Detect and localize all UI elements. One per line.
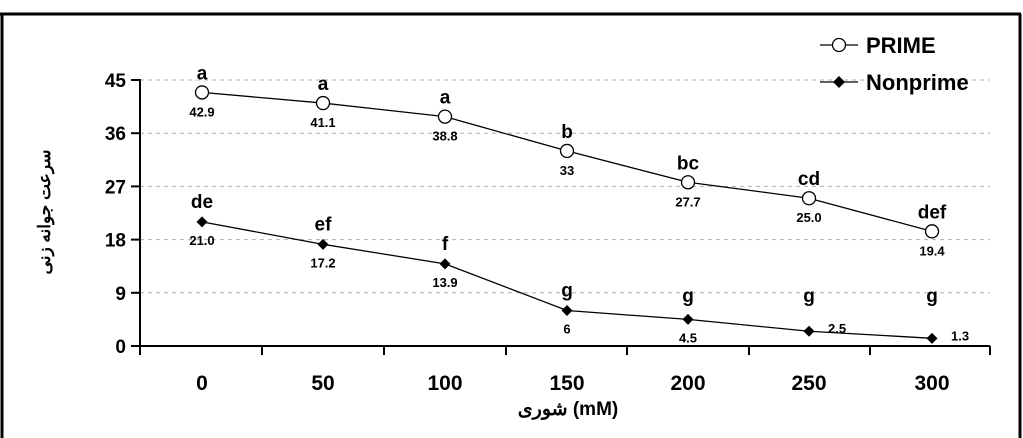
- legend-nonprime-label: Nonprime: [866, 70, 969, 95]
- nonprime-value-label-50: 17.2: [310, 255, 335, 270]
- prime-value-label-100: 38.8: [432, 129, 457, 144]
- y-tick-label-9: 9: [115, 284, 126, 305]
- x-tick-label-300: 300: [914, 372, 949, 395]
- axes: 0 9 18 27 36 45 0 50 100 150 200 250 300: [105, 71, 991, 395]
- nonprime-point-300: [926, 332, 938, 344]
- x-tick-label-200: 200: [670, 372, 705, 395]
- y-tick-label-36: 36: [105, 124, 126, 145]
- y-axis-label: سرعت جوانه زنی: [35, 150, 55, 275]
- prime-point-250: [801, 191, 817, 206]
- x-tick-label-50: 50: [311, 372, 334, 395]
- prime-value-label-300: 19.4: [919, 243, 945, 258]
- nonprime-letter-250: g: [803, 286, 815, 307]
- nonprime-point-250: [803, 325, 815, 337]
- prime-point-300: [924, 224, 940, 239]
- prime-letter-100: a: [440, 88, 451, 109]
- nonprime-letter-100: f: [442, 234, 449, 255]
- nonprime-point-0: [196, 216, 208, 228]
- nonprime-letter-50: ef: [315, 214, 333, 235]
- prime-value-label-50: 41.1: [310, 115, 335, 130]
- nonprime-point-150: [561, 305, 573, 317]
- y-tick-label-45: 45: [105, 71, 127, 92]
- x-tick-label-250: 250: [791, 372, 826, 395]
- x-tick-label-150: 150: [549, 372, 584, 395]
- x-tick-label-0: 0: [196, 372, 208, 395]
- series-prime-line: [201, 91, 933, 232]
- nonprime-point-100: [439, 258, 451, 270]
- nonprime-letter-300: g: [926, 286, 938, 307]
- prime-letter-0: a: [197, 63, 208, 84]
- y-tick-label-18: 18: [105, 231, 126, 252]
- legend-prime-label: PRIME: [866, 33, 936, 58]
- data-labels: 42.9a41.1a38.8a33b27.7bc25.0cd19.4def21.…: [189, 63, 969, 345]
- prime-letter-200: bc: [677, 153, 700, 174]
- nonprime-value-label-200: 4.5: [679, 330, 697, 345]
- nonprime-letter-0: de: [191, 192, 213, 213]
- prime-value-label-250: 25.0: [796, 210, 821, 225]
- prime-point-200: [680, 175, 696, 190]
- nonprime-letter-150: g: [561, 281, 573, 302]
- prime-point-150: [559, 143, 575, 159]
- nonprime-value-label-0: 21.0: [189, 233, 214, 248]
- series-layer: [194, 85, 940, 344]
- nonprime-value-label-150: 6: [563, 322, 570, 337]
- nonprime-value-label-250: 2.5: [828, 321, 846, 336]
- prime-letter-300: def: [918, 202, 947, 223]
- y-tick-label-0: 0: [115, 337, 126, 358]
- prime-point-50: [315, 95, 331, 111]
- x-tick-label-100: 100: [427, 372, 462, 395]
- prime-letter-150: b: [561, 122, 573, 143]
- legend: PRIME Nonprime: [820, 33, 969, 95]
- nonprime-point-200: [682, 313, 694, 325]
- prime-value-label-200: 27.7: [675, 194, 700, 209]
- prime-value-label-150: 33: [560, 163, 574, 178]
- nonprime-value-label-100: 13.9: [432, 275, 457, 290]
- prime-letter-250: cd: [798, 169, 820, 190]
- prime-point-100: [437, 109, 453, 124]
- nonprime-point-50: [317, 238, 329, 250]
- x-axis-label: شوری (mM): [518, 399, 618, 420]
- prime-letter-50: a: [318, 74, 329, 95]
- nonprime-value-label-300: 1.3: [951, 328, 969, 343]
- nonprime-letter-200: g: [682, 286, 694, 307]
- y-tick-label-27: 27: [105, 177, 126, 198]
- grid-lines: [140, 79, 990, 294]
- legend-nonprime-marker: [833, 76, 845, 88]
- prime-value-label-0: 42.9: [189, 104, 214, 119]
- legend-prime-marker: [831, 37, 847, 53]
- prime-point-0: [194, 85, 210, 100]
